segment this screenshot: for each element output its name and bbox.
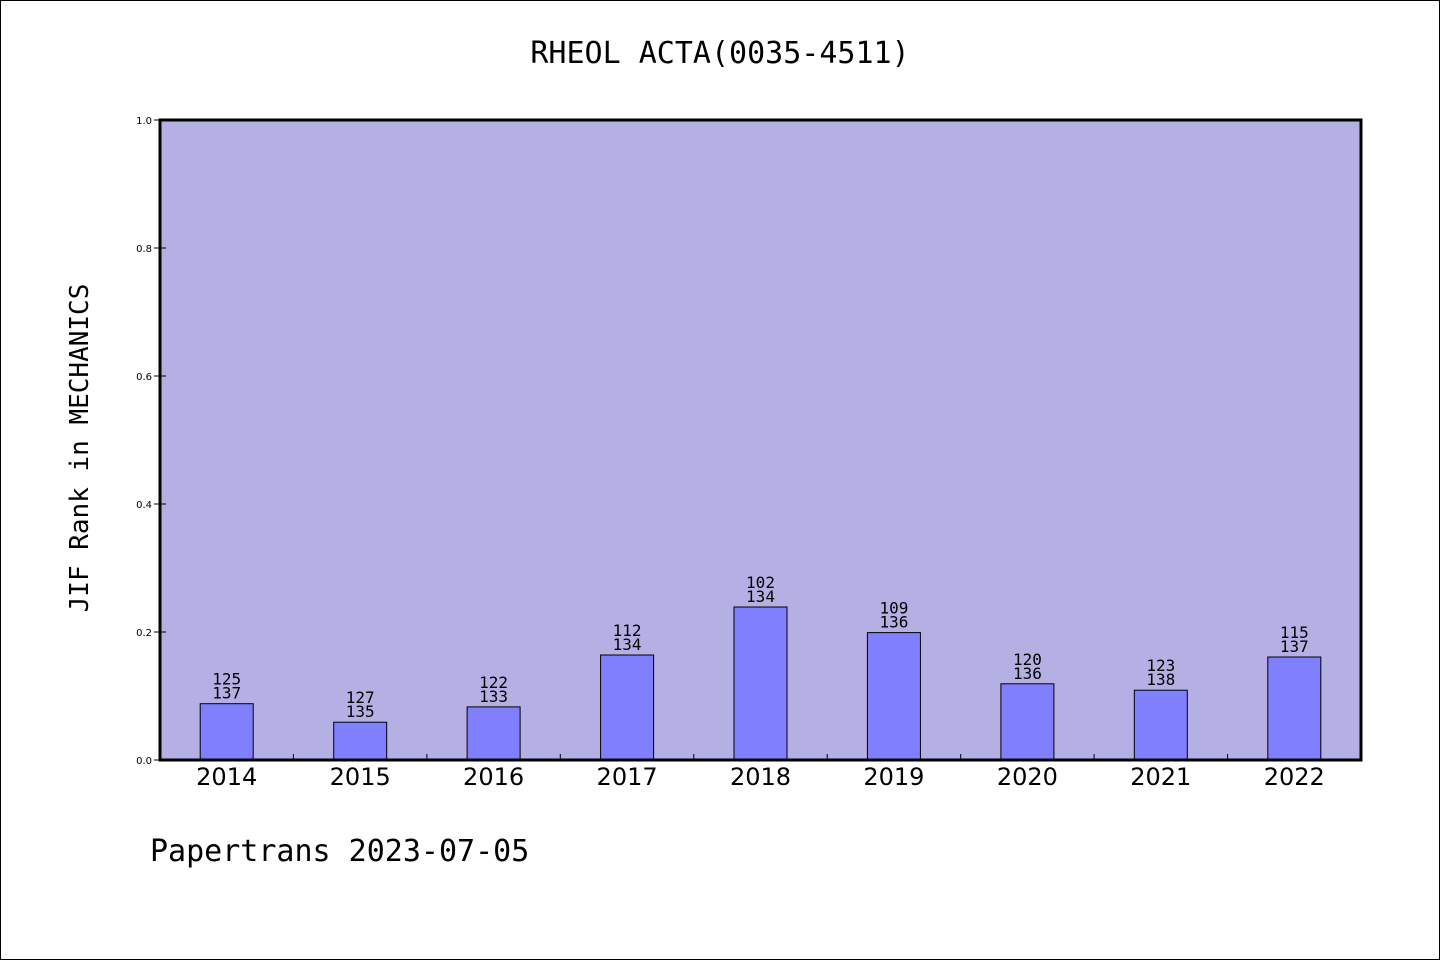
bar-total-label-2018: 134 (746, 587, 775, 606)
x-tick-label-2020: 2020 (997, 763, 1058, 791)
bar-total-label-2017: 134 (613, 635, 642, 654)
bar-rank-label-2021: 123 (1146, 656, 1175, 675)
x-tick-label-2022: 2022 (1264, 763, 1325, 791)
y-tick-label-0.6: 0.6 (136, 372, 152, 383)
bar-total-label-2021: 138 (1146, 670, 1175, 689)
bar-rank-label-2019: 109 (879, 599, 908, 618)
x-tick-label-2017: 2017 (597, 763, 658, 791)
bar-total-label-2019: 136 (879, 613, 908, 632)
y-tick-label-1.0: 1.0 (136, 116, 152, 127)
bar-rank-label-2016: 122 (479, 673, 508, 692)
bar-2015 (333, 721, 388, 761)
x-tick-label-2018: 2018 (730, 763, 791, 791)
bar-rank-label-2018: 102 (746, 573, 775, 592)
x-tick-label-2016: 2016 (463, 763, 524, 791)
x-tick-label-2015: 2015 (330, 763, 391, 791)
y-tick-label-0.8: 0.8 (136, 244, 152, 255)
bar-2019 (866, 632, 921, 761)
bar-total-label-2014: 137 (212, 684, 241, 703)
chart-title: RHEOL ACTA(0035-4511) (530, 36, 910, 71)
plot-border (158, 118, 1363, 762)
bar-total-label-2015: 135 (346, 702, 375, 721)
bar-total-label-2016: 133 (479, 687, 508, 706)
x-tick-label-2014: 2014 (196, 763, 257, 791)
bar-rank-label-2017: 112 (613, 621, 642, 640)
x-tick-label-2021: 2021 (1130, 763, 1191, 791)
y-tick-label-0.2: 0.2 (136, 628, 152, 639)
bar-2021 (1133, 689, 1188, 761)
bar-rank-label-2022: 115 (1280, 623, 1309, 642)
y-tick-label-0.0: 0.0 (136, 756, 152, 767)
bar-rank-label-2015: 127 (346, 688, 375, 707)
axis-ticks: 2014 2015 2016 2017 2018 2019 2020 2021 2022 0.0 0… (136, 116, 1325, 791)
bar-2016 (466, 706, 521, 761)
x-tick-label-2019: 2019 (863, 763, 924, 791)
y-tick-label-0.4: 0.4 (136, 500, 152, 511)
bar-2022 (1267, 656, 1322, 761)
footer-source-date: Papertrans 2023-07-05 (150, 834, 530, 869)
bar-total-label-2020: 136 (1013, 664, 1042, 683)
bar-rank-label-2014: 125 (212, 670, 241, 689)
bar-2017 (600, 654, 655, 761)
bar-2014 (199, 703, 254, 761)
bar-rank-label-2020: 120 (1013, 650, 1042, 669)
bar-2020 (1000, 683, 1055, 761)
bar-2018 (733, 606, 788, 761)
bar-total-label-2022: 137 (1280, 637, 1309, 656)
